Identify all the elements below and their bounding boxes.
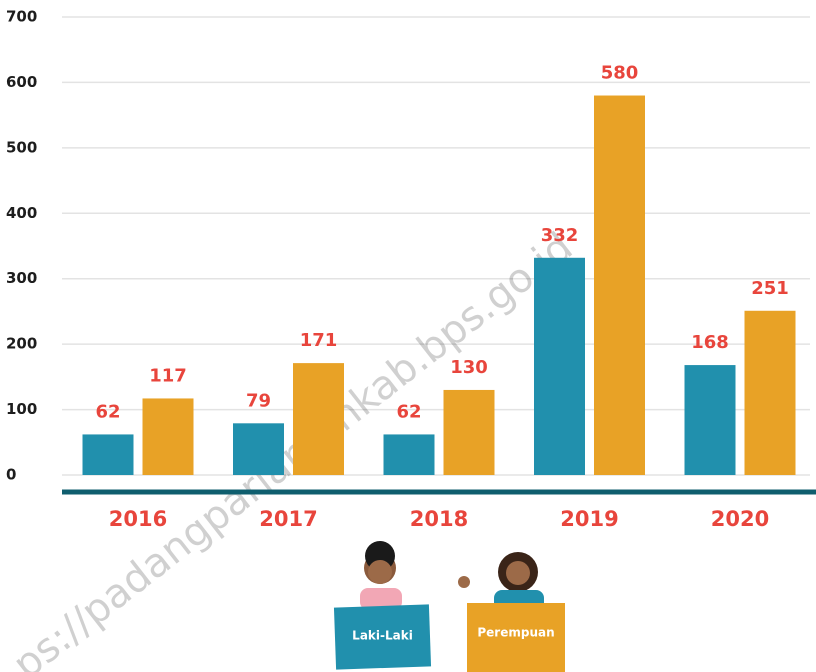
bar	[684, 365, 736, 475]
bar	[534, 257, 585, 475]
x-tick-label: 2018	[410, 507, 468, 531]
value-label: 171	[300, 330, 338, 351]
bar	[82, 434, 134, 475]
x-tick-label: 2016	[109, 507, 167, 531]
legend-swatch	[333, 604, 432, 670]
legend-label: Perempuan	[477, 626, 554, 640]
value-label: 251	[751, 278, 789, 299]
bar	[233, 423, 284, 475]
legend-illustration	[360, 541, 544, 612]
legend-swatch	[467, 603, 565, 672]
x-tick-label: 2017	[259, 507, 317, 531]
bar	[594, 95, 645, 475]
y-tick-label: 0	[6, 466, 16, 484]
value-label: 168	[691, 332, 729, 353]
bar	[744, 310, 796, 475]
y-tick-label: 200	[6, 335, 37, 353]
bar	[142, 398, 194, 475]
value-label: 79	[246, 390, 271, 411]
value-label: 332	[541, 225, 579, 246]
bar	[383, 434, 435, 475]
x-tick-label: 2019	[560, 507, 618, 531]
value-label: 117	[149, 365, 187, 386]
value-label: 62	[95, 401, 120, 422]
y-tick-label: 500	[6, 138, 37, 156]
y-tick-label: 300	[6, 269, 37, 287]
value-label: 130	[450, 357, 488, 378]
x-tick-label: 2020	[711, 507, 769, 531]
y-tick-label: 400	[6, 204, 37, 222]
value-label: 62	[396, 401, 421, 422]
y-tick-label: 100	[6, 400, 37, 418]
value-label: 580	[601, 63, 639, 84]
y-tick-label: 700	[6, 8, 37, 26]
y-tick-label: 600	[6, 73, 37, 91]
bar	[443, 389, 495, 475]
bar	[293, 363, 344, 475]
legend-label: Laki-Laki	[352, 629, 413, 643]
